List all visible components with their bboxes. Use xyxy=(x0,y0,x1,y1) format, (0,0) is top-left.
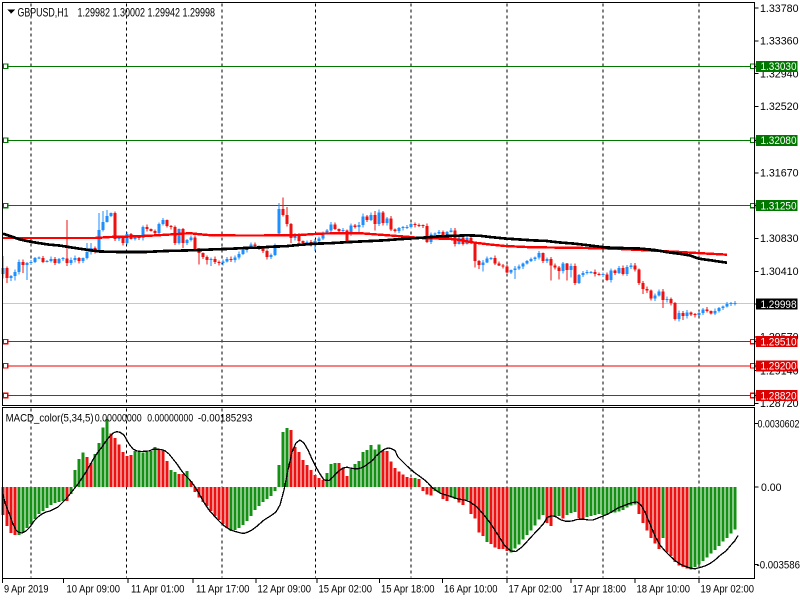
svg-text:-0.003586: -0.003586 xyxy=(757,559,800,571)
svg-text:MACD_color(5,34,5): MACD_color(5,34,5) xyxy=(6,412,94,424)
svg-text:15 Apr 02:00: 15 Apr 02:00 xyxy=(319,584,373,596)
svg-text:1.29200: 1.29200 xyxy=(761,361,797,373)
svg-text:1.28820: 1.28820 xyxy=(761,390,797,402)
svg-text:18 Apr 10:00: 18 Apr 10:00 xyxy=(637,584,691,596)
svg-text:1.29982: 1.29982 xyxy=(78,5,111,19)
svg-text:1.30830: 1.30830 xyxy=(760,233,799,245)
svg-text:GBPUSD,H1: GBPUSD,H1 xyxy=(18,5,69,19)
svg-text:1.29942: 1.29942 xyxy=(148,5,181,19)
svg-text:0.00000000: 0.00000000 xyxy=(147,412,193,424)
svg-text:1.31250: 1.31250 xyxy=(761,200,797,212)
svg-text:-0.00185293: -0.00185293 xyxy=(198,412,253,424)
svg-text:1.33360: 1.33360 xyxy=(760,36,799,48)
svg-text:19 Apr 02:00: 19 Apr 02:00 xyxy=(701,584,755,596)
svg-text:1.30410: 1.30410 xyxy=(760,266,799,278)
svg-text:12 Apr 09:00: 12 Apr 09:00 xyxy=(258,584,312,596)
svg-text:1.33780: 1.33780 xyxy=(760,3,799,15)
svg-text:1.33030: 1.33030 xyxy=(761,61,797,73)
svg-text:1.32080: 1.32080 xyxy=(761,135,797,147)
svg-text:0.00: 0.00 xyxy=(761,482,782,494)
svg-text:1.30002: 1.30002 xyxy=(113,5,146,19)
svg-text:1.32520: 1.32520 xyxy=(760,101,799,113)
svg-text:1.31670: 1.31670 xyxy=(760,168,799,180)
svg-text:10 Apr 09:00: 10 Apr 09:00 xyxy=(67,584,121,596)
svg-text:17 Apr 18:00: 17 Apr 18:00 xyxy=(573,584,627,596)
svg-text:0.00000000: 0.00000000 xyxy=(95,412,142,424)
svg-text:1.29998: 1.29998 xyxy=(761,299,797,311)
svg-text:15 Apr 18:00: 15 Apr 18:00 xyxy=(381,584,435,596)
svg-text:1.29998: 1.29998 xyxy=(183,5,216,19)
svg-text:11 Apr 01:00: 11 Apr 01:00 xyxy=(131,584,185,596)
svg-text:17 Apr 02:00: 17 Apr 02:00 xyxy=(509,584,563,596)
svg-text:0.0030602: 0.0030602 xyxy=(758,418,800,430)
svg-text:9 Apr 2019: 9 Apr 2019 xyxy=(4,584,49,596)
svg-text:16 Apr 10:00: 16 Apr 10:00 xyxy=(444,584,498,596)
svg-text:11 Apr 17:00: 11 Apr 17:00 xyxy=(196,584,250,596)
svg-text:1.29510: 1.29510 xyxy=(761,336,797,348)
